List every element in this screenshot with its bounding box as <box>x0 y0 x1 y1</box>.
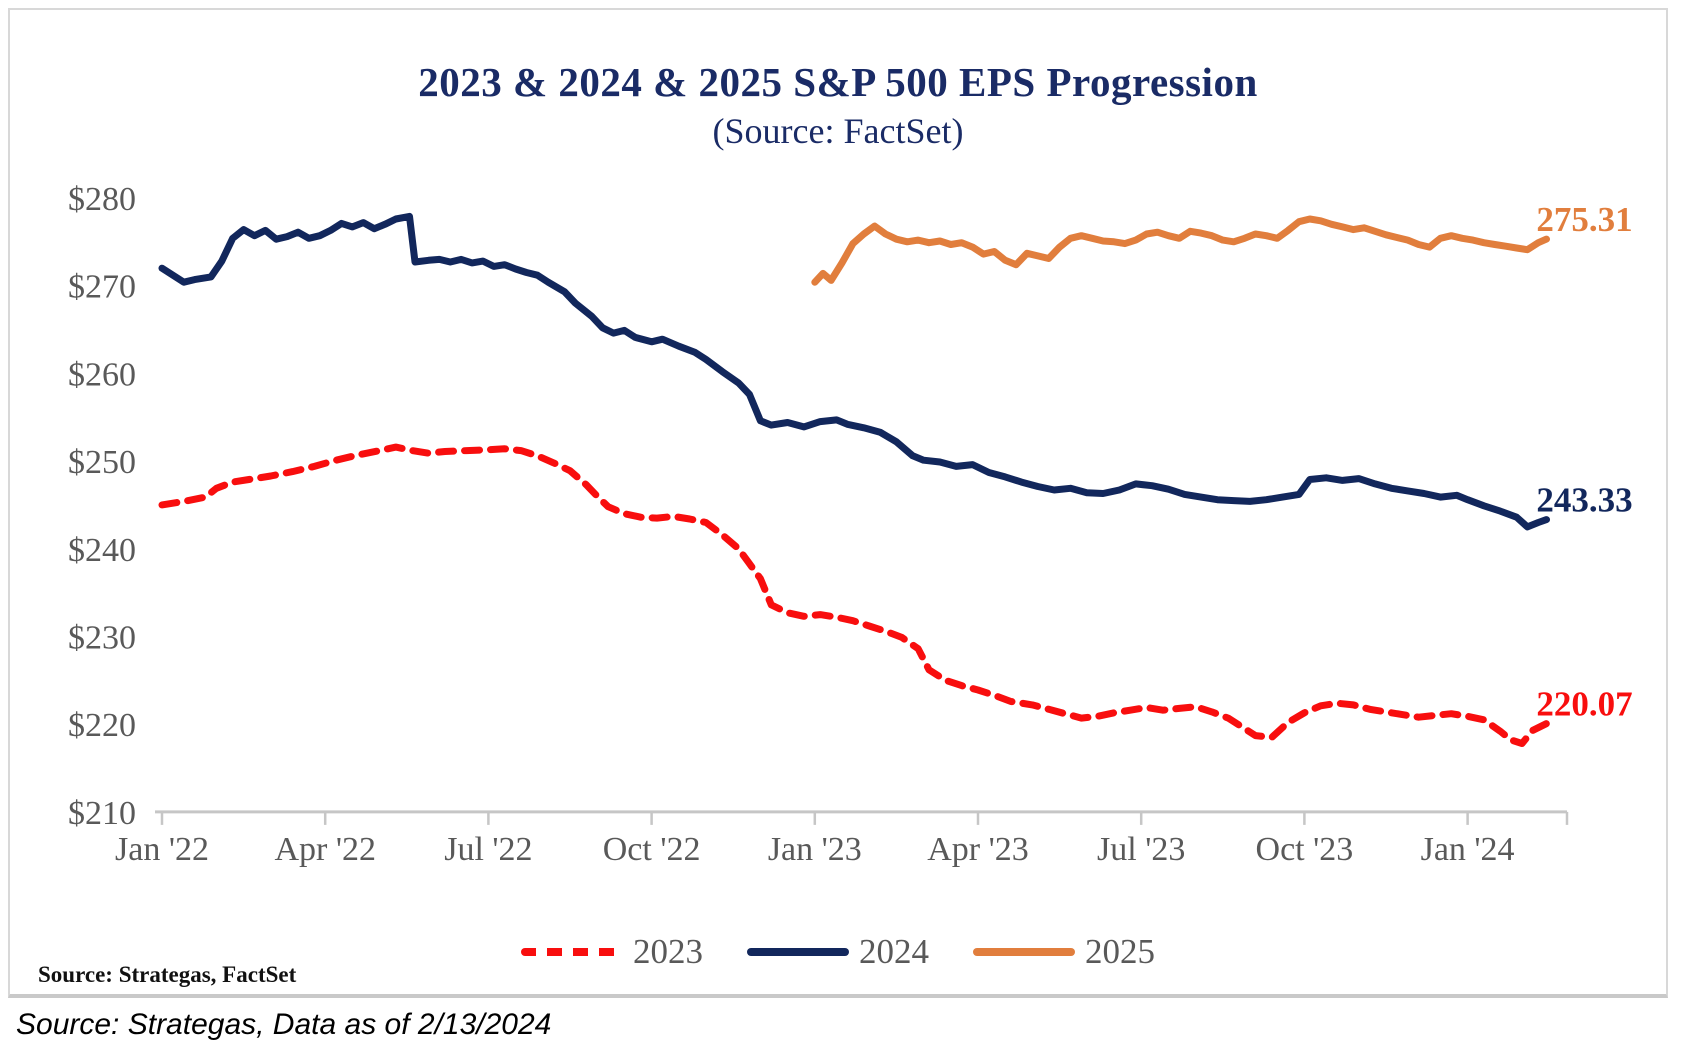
y-tick-label: $210 <box>68 795 136 832</box>
y-tick-label: $230 <box>68 620 136 657</box>
legend-label-2023: 2023 <box>633 932 703 971</box>
series-line-2023 <box>158 443 1550 747</box>
x-tick-label: Apr '23 <box>927 831 1029 868</box>
y-tick-label: $260 <box>68 356 136 393</box>
x-tick-label: Oct '23 <box>1256 831 1354 868</box>
end-label-2024: 243.33 <box>1536 481 1632 520</box>
legend-item-2023: 2023 <box>521 932 703 972</box>
y-tick-label: $270 <box>68 269 136 306</box>
series-line-2024 <box>158 212 1550 531</box>
legend-swatch-2023 <box>521 948 623 956</box>
legend-item-2024: 2024 <box>747 932 929 972</box>
chart-container: 2023 & 2024 & 2025 S&P 500 EPS Progressi… <box>8 8 1668 998</box>
x-tick-label: Jan '24 <box>1421 831 1515 868</box>
source-note-inside: Source: Strategas, FactSet <box>38 962 297 987</box>
end-label-2023: 220.07 <box>1536 685 1632 724</box>
chart-title: 2023 & 2024 & 2025 S&P 500 EPS Progressi… <box>418 59 1258 105</box>
x-tick-label: Apr '22 <box>274 831 376 868</box>
source-note-outside: Source: Strategas, Data as of 2/13/2024 <box>16 1008 552 1041</box>
chart-subtitle: (Source: FactSet) <box>712 111 964 151</box>
x-tick-label: Jul '22 <box>444 831 532 868</box>
legend-item-2025: 2025 <box>973 932 1155 972</box>
x-tick-label: Oct '22 <box>603 831 701 868</box>
y-tick-label: $220 <box>68 707 136 744</box>
legend: 2023 2024 2025 <box>10 932 1666 972</box>
x-tick-label: Jan '22 <box>115 831 209 868</box>
y-tick-label: $250 <box>68 444 136 481</box>
y-tick-label: $280 <box>68 181 136 218</box>
x-tick-label: Jan '23 <box>768 831 862 868</box>
legend-swatch-2024 <box>747 948 849 956</box>
legend-swatch-2025 <box>973 948 1075 956</box>
legend-label-2024: 2024 <box>859 932 929 971</box>
x-tick-label: Jul '23 <box>1097 831 1185 868</box>
end-label-2025: 275.31 <box>1536 200 1632 239</box>
y-tick-label: $240 <box>68 532 136 569</box>
legend-label-2025: 2025 <box>1085 932 1155 971</box>
series-line-2025 <box>811 215 1550 286</box>
